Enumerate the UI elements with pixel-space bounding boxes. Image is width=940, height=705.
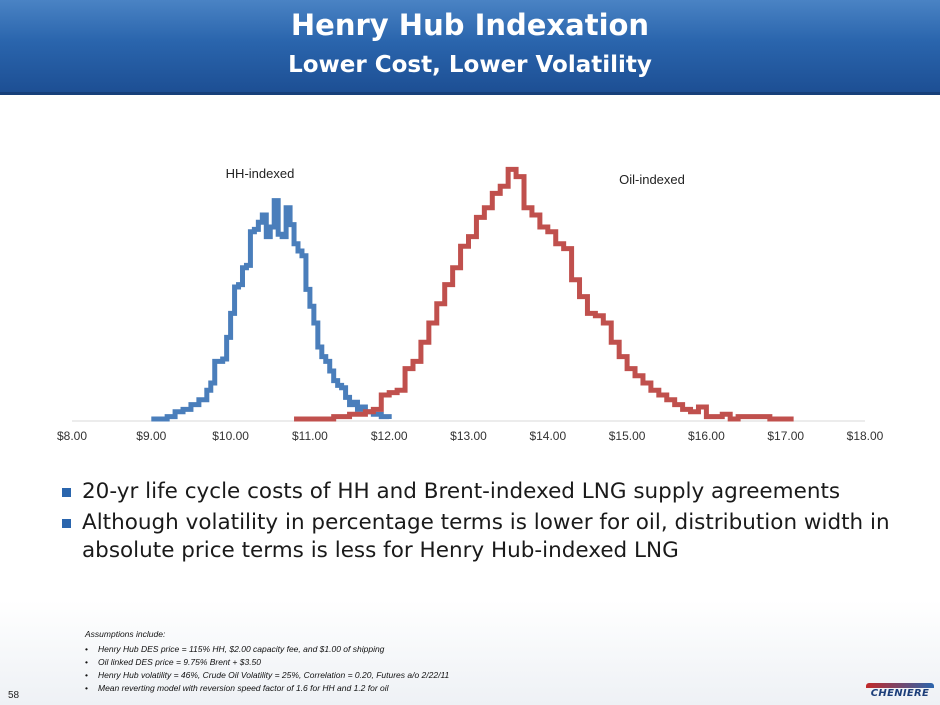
background-fade [0,600,940,705]
distribution-chart: $8.00 $9.00 $10.00 $11.00 $12.00 $13.00 $14.00… [57,166,884,443]
assumption-item: • Henry Hub DES price = 115% HH, $2.00 ca… [85,643,785,656]
hh-indexed-label: HH-indexed [226,166,295,181]
x-axis: $8.00 $9.00 $10.00 $11.00 $12.00 $13.00 $14.00… [57,420,884,443]
x-tick-label: $15.00 [609,429,646,443]
chart-annotations: HH-indexed Oil-indexed [226,166,685,187]
assumption-text: Mean reverting model with reversion spee… [98,683,389,693]
logo-text: CHENIERE [870,688,930,699]
slide-subtitle: Lower Cost, Lower Volatility [288,52,652,78]
bullet-item: 20-yr life cycle costs of HH and Brent-i… [60,478,920,506]
assumption-item: • Mean reverting model with reversion spe… [85,682,785,695]
bullet-dot-icon: • [85,683,88,693]
assumptions-heading: Assumptions include: [85,629,166,639]
hh-indexed-series-line [151,198,392,422]
chart-series-group [151,166,794,422]
assumption-text: Henry Hub DES price = 115% HH, $2.00 cap… [98,644,385,654]
x-tick-label: $14.00 [529,429,566,443]
bullet-list: 20-yr life cycle costs of HH and Brent-i… [60,478,920,568]
x-tick-label: $10.00 [212,429,249,443]
bullet-dot-icon: • [85,644,88,654]
slide-title: Henry Hub Indexation [290,8,650,42]
x-tick-label: $9.00 [136,429,166,443]
assumptions-notes: Assumptions include: • Henry Hub DES pric… [85,628,785,695]
assumption-item: • Henry Hub volatility = 46%, Crude Oil V… [85,669,785,682]
oil-indexed-label: Oil-indexed [619,172,685,187]
bullet-dot-icon: • [85,670,88,680]
bullet-square-icon [62,519,71,528]
x-tick-label: $8.00 [57,429,87,443]
cheniere-logo: CHENIERE [866,683,934,701]
assumption-text: Oil linked DES price = 9.75% Brent + $3.… [98,657,262,667]
x-tick-label: $13.00 [450,429,487,443]
bullet-dot-icon: • [85,657,88,667]
bullet-text: 20-yr life cycle costs of HH and Brent-i… [82,479,841,504]
assumption-text: Henry Hub volatility = 46%, Crude Oil Vo… [98,670,450,680]
bullet-text: Although volatility in percentage terms … [82,510,890,563]
slide-header: Henry Hub Indexation Lower Cost, Lower V… [0,0,940,95]
bullet-square-icon [62,488,71,497]
page-number: 58 [8,690,20,701]
x-tick-label: $16.00 [688,429,725,443]
bullet-item: Although volatility in percentage terms … [60,509,920,565]
assumption-item: • Oil linked DES price = 9.75% Brent + $3… [85,656,785,669]
oil-indexed-series-line [294,166,794,422]
x-tick-label: $12.00 [371,429,408,443]
x-tick-label: $18.00 [847,429,884,443]
logo-swoosh-icon [866,683,934,688]
x-tick-label: $17.00 [767,429,804,443]
x-tick-label: $11.00 [292,429,328,443]
